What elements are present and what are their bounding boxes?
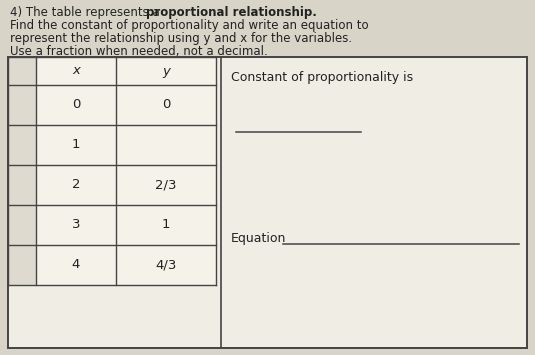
Text: Equation: Equation <box>231 232 286 245</box>
Text: Constant of proportionality is: Constant of proportionality is <box>231 71 413 84</box>
Text: 1: 1 <box>72 138 80 152</box>
Text: 4/3: 4/3 <box>155 258 177 272</box>
Text: 0: 0 <box>162 98 170 111</box>
Text: x: x <box>72 65 80 77</box>
Text: Use a fraction when needed, not a decimal.: Use a fraction when needed, not a decima… <box>10 45 268 58</box>
Text: 4: 4 <box>72 258 80 272</box>
Text: 4) The table represents a: 4) The table represents a <box>10 6 164 19</box>
Bar <box>8 57 36 285</box>
Text: proportional relationship.: proportional relationship. <box>146 6 317 19</box>
Text: 1: 1 <box>162 218 170 231</box>
Text: Find the constant of proportionality and write an equation to: Find the constant of proportionality and… <box>10 19 369 32</box>
Bar <box>8 57 216 285</box>
Text: 0: 0 <box>72 98 80 111</box>
Text: represent the relationship using y and x for the variables.: represent the relationship using y and x… <box>10 32 352 45</box>
Text: 3: 3 <box>72 218 80 231</box>
Text: 2/3: 2/3 <box>155 179 177 191</box>
Text: y: y <box>162 65 170 77</box>
Bar <box>8 57 527 348</box>
Text: 2: 2 <box>72 179 80 191</box>
